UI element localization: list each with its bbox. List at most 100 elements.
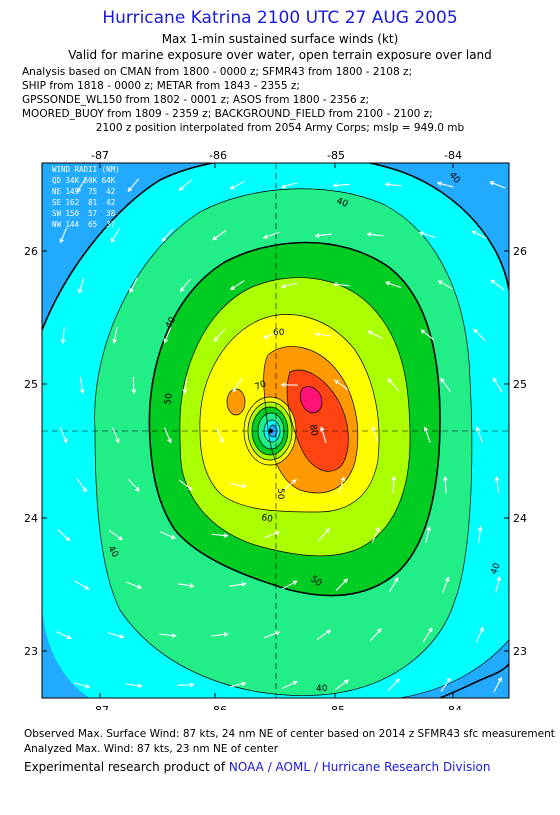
wind-vector-head bbox=[135, 486, 140, 492]
wind-vector-head bbox=[182, 388, 188, 395]
wind-vector-head bbox=[334, 379, 340, 385]
wind-vector-head bbox=[280, 184, 286, 189]
wind-vector bbox=[281, 182, 298, 188]
wind-vector-head bbox=[475, 426, 481, 432]
wind-vector bbox=[178, 479, 193, 491]
wind-vector bbox=[442, 577, 449, 593]
lat-tick-label: 26 bbox=[513, 245, 527, 258]
contour-label: 80 bbox=[307, 424, 319, 437]
wind-radii-title: WIND RADII (NM) bbox=[52, 165, 120, 174]
lat-tick-label: 23 bbox=[24, 645, 38, 658]
wind-vector-head bbox=[263, 334, 269, 339]
wind-vector bbox=[334, 679, 349, 691]
wind-vector bbox=[232, 378, 243, 392]
wind-vector-head bbox=[76, 187, 82, 193]
credit-line: Experimental research product of NOAA / … bbox=[24, 760, 490, 774]
wind-vector bbox=[440, 378, 451, 392]
contour-label: 40 bbox=[335, 196, 349, 209]
wind-vector bbox=[180, 278, 192, 292]
wind-vector bbox=[111, 227, 121, 243]
wind-vector bbox=[76, 478, 87, 492]
wind-vector-head bbox=[118, 535, 124, 541]
analysis-line-5: 2100 z position interpolated from 2054 A… bbox=[95, 122, 465, 134]
wind-vector-head bbox=[223, 533, 229, 538]
wind-vector bbox=[132, 376, 135, 394]
wind-vector bbox=[108, 529, 123, 541]
lat-tick-label: 26 bbox=[24, 245, 38, 258]
wind-vector-head bbox=[66, 634, 72, 640]
wind-vector bbox=[263, 531, 280, 539]
wind-vector-head bbox=[497, 676, 502, 682]
wind-vector-head bbox=[137, 683, 143, 689]
wind-vector-head bbox=[119, 634, 125, 639]
wind-vector-head bbox=[471, 230, 477, 236]
wind-vector bbox=[387, 678, 400, 692]
wind-radii-row: QD 34K 50K 64K bbox=[52, 176, 116, 185]
wind-vector bbox=[229, 482, 246, 488]
wind-vector bbox=[472, 230, 488, 240]
wind-vector-head bbox=[179, 287, 185, 293]
wind-vector bbox=[372, 427, 379, 443]
analysis-line-2: SHIP from 1818 - 0000 z; METAR from 1843… bbox=[22, 80, 300, 92]
contour-label: 70 bbox=[254, 379, 268, 392]
wind-radii-row: SW 150 57 38 bbox=[52, 209, 116, 218]
analysis-line-1: Analysis based on CMAN from 1800 - 0000 … bbox=[22, 66, 413, 78]
wind-vector-head bbox=[314, 233, 320, 238]
wind-vector bbox=[320, 427, 327, 443]
wind-vector bbox=[334, 379, 349, 391]
wind-vector-head bbox=[423, 426, 429, 432]
wind-vector-head bbox=[280, 283, 286, 289]
lat-tick-label: 25 bbox=[513, 378, 527, 391]
wind-vector bbox=[159, 633, 176, 637]
wind-vector-head bbox=[325, 528, 330, 534]
wind-vector-head bbox=[178, 186, 184, 191]
wind-vector-head bbox=[59, 238, 64, 244]
lat-tick-label: 24 bbox=[24, 512, 38, 525]
wind-vector-head bbox=[212, 235, 218, 241]
contour-label: 60 bbox=[260, 513, 273, 525]
credit-org-link[interactable]: NOAA / AOML / Hurricane Research Divisio… bbox=[228, 760, 491, 774]
wind-vector bbox=[420, 329, 435, 341]
wind-vector bbox=[73, 682, 90, 688]
wind-radii-row: SE 162 81 42 bbox=[52, 198, 115, 207]
wind-vector bbox=[263, 231, 280, 239]
contour-label: 50 bbox=[275, 488, 285, 500]
wind-vector bbox=[476, 427, 483, 443]
wind-vector bbox=[211, 533, 228, 537]
wind-vector bbox=[229, 583, 246, 587]
wind-vector bbox=[125, 581, 142, 589]
wind-vector-head bbox=[477, 525, 483, 531]
wind-vector bbox=[495, 577, 501, 593]
wind-vector bbox=[213, 328, 226, 342]
wind-vector bbox=[263, 631, 280, 639]
wind-vector bbox=[282, 681, 298, 689]
wind-vector bbox=[385, 281, 402, 289]
wind-vector-head bbox=[496, 576, 502, 582]
wind-vector bbox=[440, 678, 451, 692]
wind-vector-head bbox=[112, 338, 118, 344]
wind-vector-head bbox=[326, 629, 332, 635]
wind-vector-head bbox=[163, 338, 169, 344]
wind-vector bbox=[425, 527, 430, 543]
wind-vector bbox=[127, 478, 140, 492]
wind-vector bbox=[56, 631, 72, 639]
lat-tick-label: 25 bbox=[24, 378, 38, 391]
wind-vector-head bbox=[110, 237, 116, 243]
wind-vector bbox=[438, 280, 453, 290]
wind-vector-head bbox=[170, 534, 176, 540]
wind-radii-row: NW 144 65 37 bbox=[52, 220, 115, 229]
wind-vector bbox=[317, 528, 330, 542]
wind-vector bbox=[316, 629, 331, 641]
wind-vector bbox=[183, 376, 188, 394]
wind-vector bbox=[74, 580, 89, 590]
wind-vector-head bbox=[437, 280, 443, 285]
wind-vector-head bbox=[189, 583, 195, 589]
wind-vector-head bbox=[187, 485, 193, 491]
wind-vector-head bbox=[384, 281, 391, 286]
contour-label: 60 bbox=[273, 328, 285, 338]
wind-vector-head bbox=[292, 580, 298, 585]
wind-vector-head bbox=[393, 577, 399, 583]
wind-vector bbox=[385, 183, 402, 187]
analysis-line-4: MOORED_BUOY from 1809 - 2359 z; BACKGROU… bbox=[22, 108, 433, 120]
wind-vector bbox=[128, 178, 140, 192]
